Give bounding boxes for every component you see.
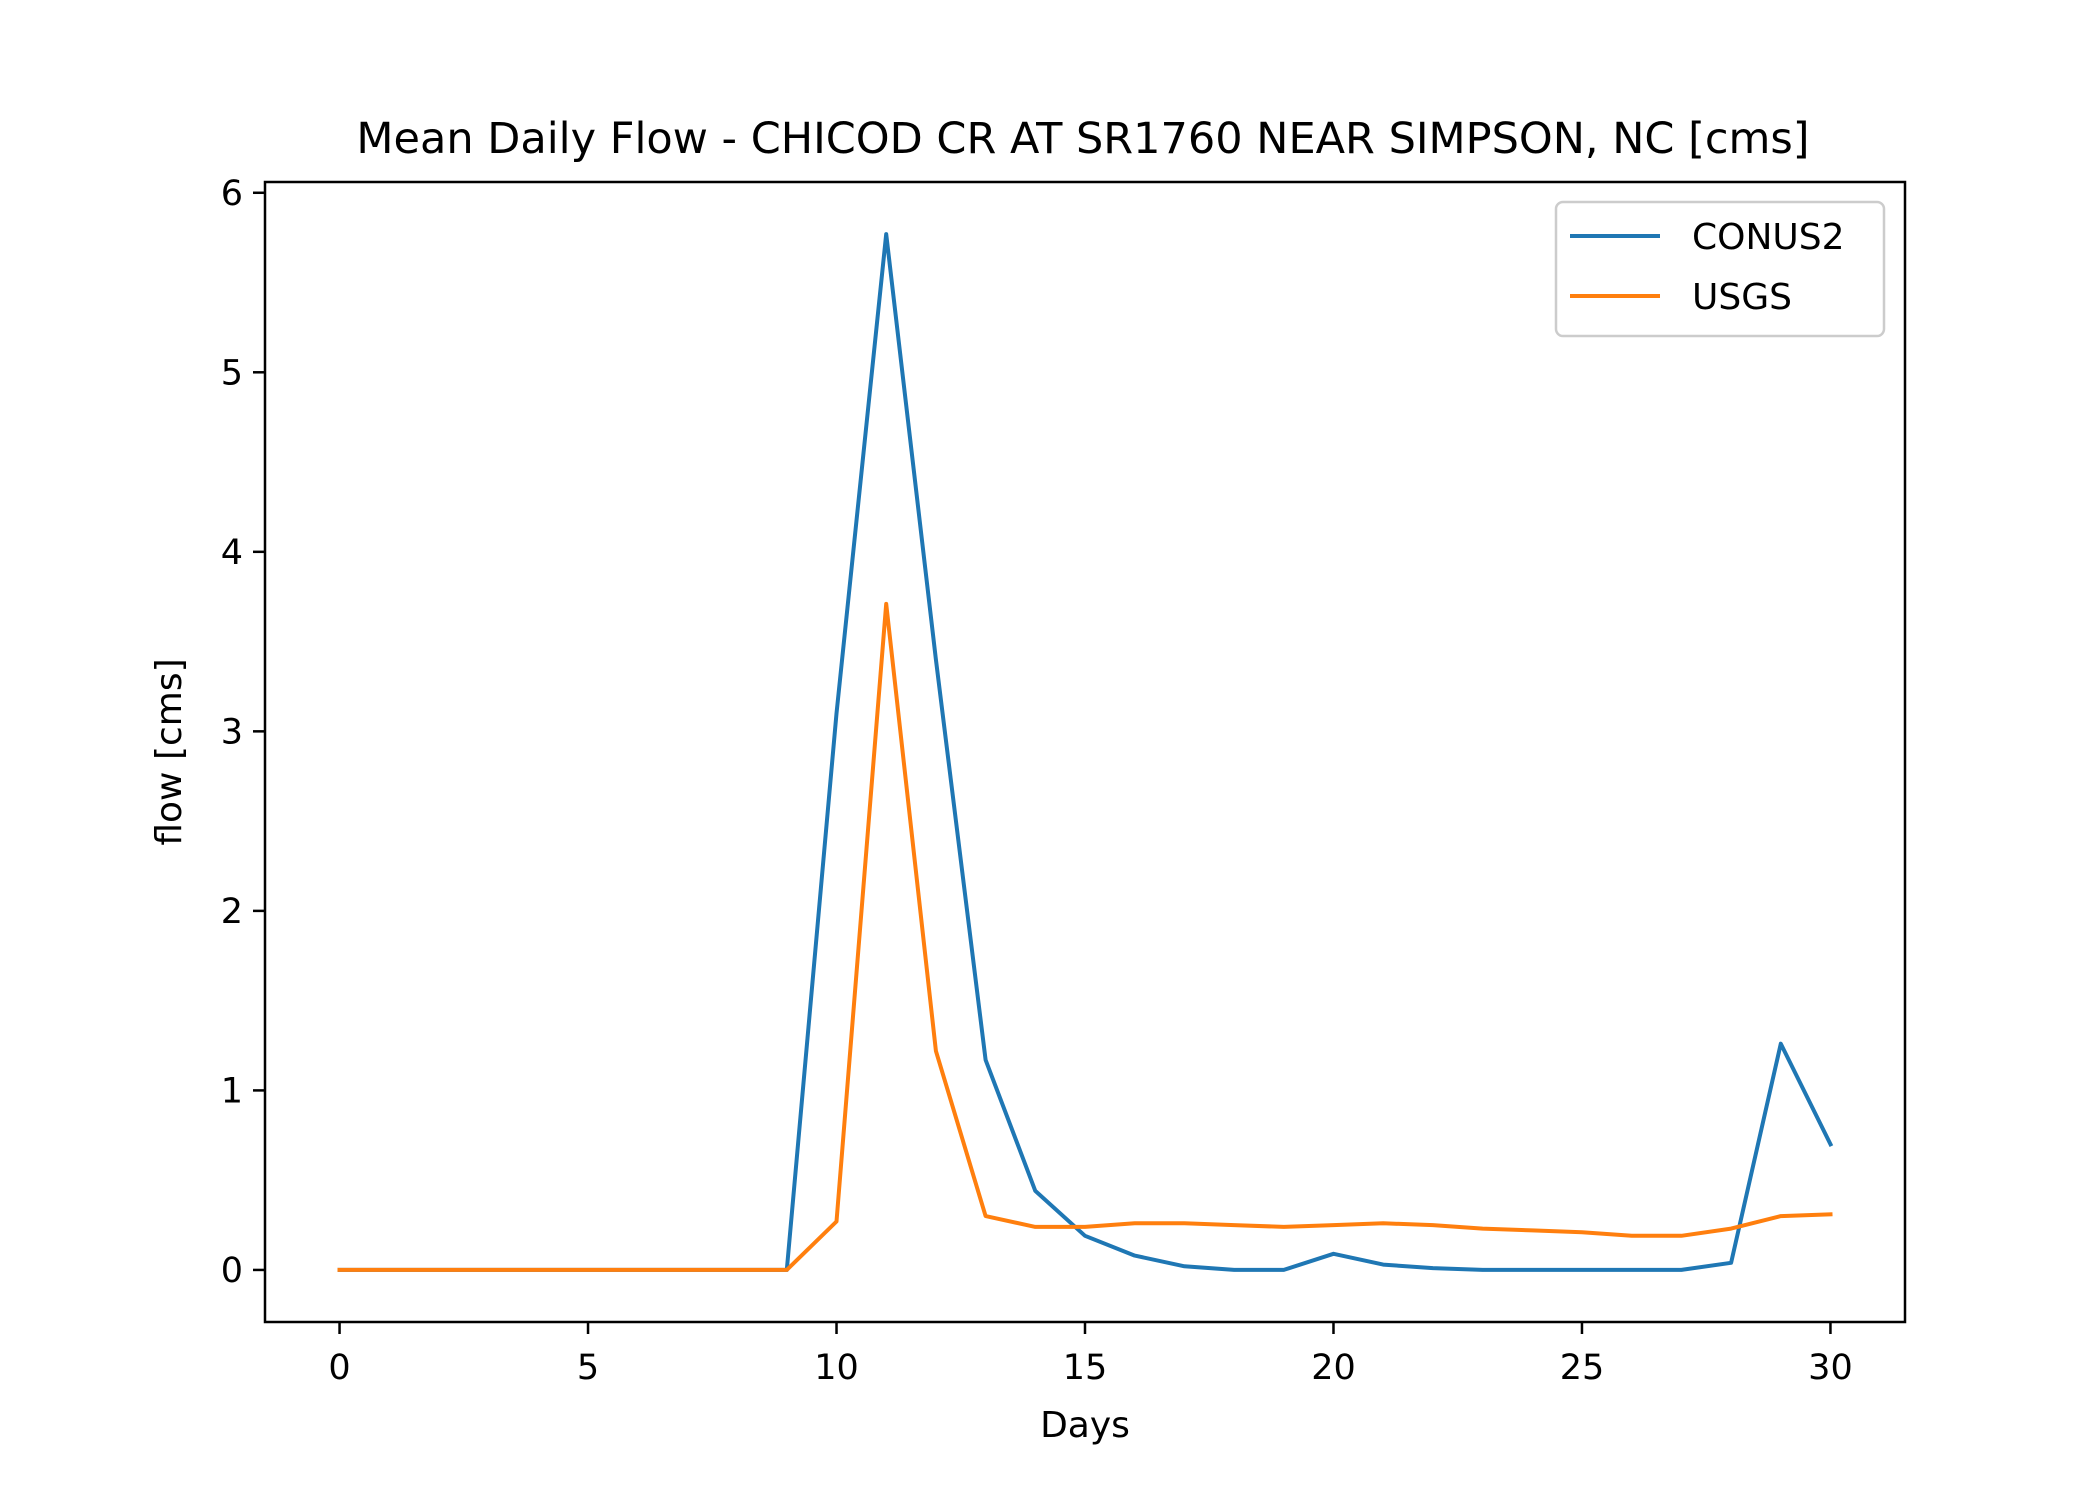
x-tick-label: 20 xyxy=(1311,1348,1356,1388)
y-tick-label: 2 xyxy=(221,892,243,932)
y-tick-label: 0 xyxy=(221,1251,243,1291)
y-tick-label: 6 xyxy=(221,174,243,214)
legend: CONUS2 USGS xyxy=(1554,200,1886,338)
x-tick-label: 25 xyxy=(1560,1348,1605,1388)
y-axis-label: flow [cms] xyxy=(149,658,190,845)
x-axis-label: Days xyxy=(1040,1405,1130,1446)
x-tick-label: 30 xyxy=(1808,1348,1853,1388)
y-tick-label: 5 xyxy=(221,353,243,393)
series-line-usgs xyxy=(337,601,1833,1272)
plot-area xyxy=(337,232,1834,1272)
legend-label-usgs: USGS xyxy=(1692,277,1792,318)
y-axis: 0 1 2 3 4 5 6 xyxy=(221,174,265,1291)
chart-title: Mean Daily Flow - CHICOD CR AT SR1760 NE… xyxy=(356,114,1809,164)
x-tick-label: 5 xyxy=(577,1348,599,1388)
x-tick-label: 0 xyxy=(328,1348,350,1388)
y-tick-label: 3 xyxy=(221,712,243,752)
legend-label-conus2: CONUS2 xyxy=(1692,217,1845,258)
x-tick-label: 15 xyxy=(1063,1348,1108,1388)
y-tick-label: 1 xyxy=(221,1071,243,1111)
x-axis: 0 5 10 15 20 25 30 xyxy=(328,1322,1853,1388)
y-tick-label: 4 xyxy=(221,533,243,573)
x-tick-label: 10 xyxy=(814,1348,859,1388)
